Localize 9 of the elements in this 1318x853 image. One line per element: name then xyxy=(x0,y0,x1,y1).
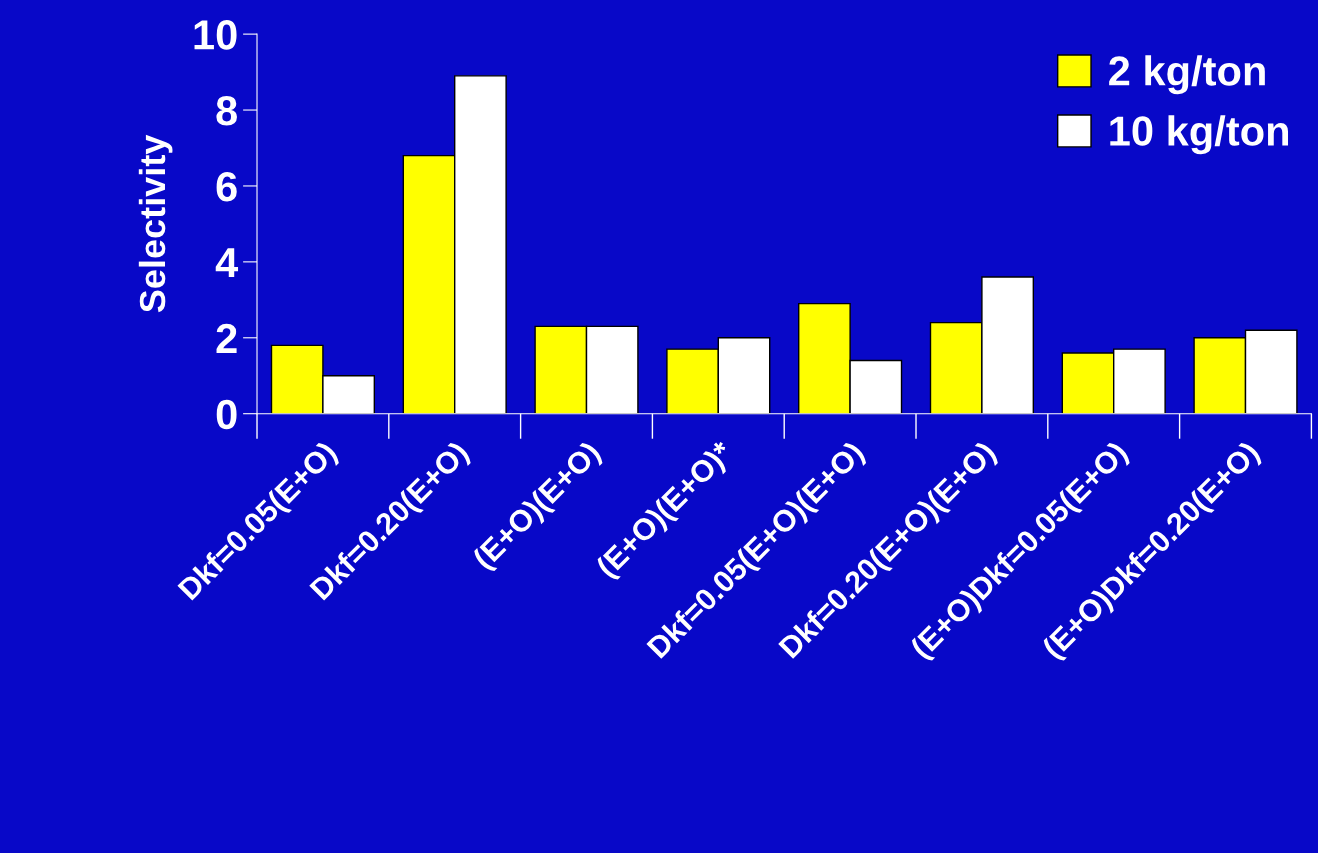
legend-label: 10 kg/ton xyxy=(1110,115,1289,155)
y-axis-title: Selectivity xyxy=(138,134,173,313)
y-tick-label: 6 xyxy=(216,171,237,202)
y-tick-label: 8 xyxy=(216,96,237,126)
y-tick-label: 2 xyxy=(216,323,237,353)
y-tick-label: 4 xyxy=(215,248,239,277)
legend-label: 2 kg/ton xyxy=(1109,55,1265,95)
y-tick-label: 0 xyxy=(216,399,237,430)
y-tick-label: 10 xyxy=(194,20,237,50)
